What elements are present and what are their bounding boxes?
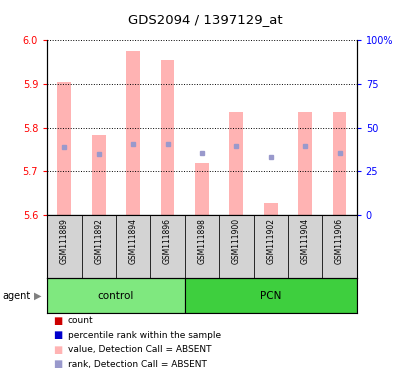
- Text: GSM111902: GSM111902: [265, 218, 274, 264]
- Text: value, Detection Call = ABSENT: value, Detection Call = ABSENT: [67, 345, 211, 354]
- Bar: [332, 112, 346, 215]
- Text: GSM111889: GSM111889: [60, 218, 69, 264]
- Bar: [184, 215, 218, 278]
- Text: GSM111904: GSM111904: [300, 218, 309, 264]
- Bar: [297, 112, 311, 215]
- Bar: [253, 215, 287, 278]
- Bar: [92, 135, 106, 215]
- Text: control: control: [97, 291, 134, 301]
- Bar: [287, 215, 321, 278]
- Text: GSM111900: GSM111900: [231, 218, 240, 264]
- Text: GSM111898: GSM111898: [197, 218, 206, 264]
- Text: ■: ■: [53, 330, 63, 340]
- Text: GSM111894: GSM111894: [128, 218, 137, 264]
- Bar: [81, 215, 116, 278]
- Bar: [47, 215, 81, 278]
- Bar: [116, 215, 150, 278]
- Text: GSM111896: GSM111896: [163, 218, 172, 264]
- Text: GSM111906: GSM111906: [334, 218, 343, 264]
- Bar: [229, 113, 243, 215]
- Bar: [57, 82, 71, 215]
- Bar: [321, 215, 356, 278]
- Text: GSM111892: GSM111892: [94, 218, 103, 264]
- Bar: [126, 51, 140, 215]
- Bar: [184, 278, 356, 313]
- Text: GDS2094 / 1397129_at: GDS2094 / 1397129_at: [127, 13, 282, 26]
- Text: ■: ■: [53, 359, 63, 369]
- Bar: [263, 203, 277, 215]
- Text: ■: ■: [53, 345, 63, 355]
- Text: ■: ■: [53, 316, 63, 326]
- Text: ▶: ▶: [34, 291, 41, 301]
- Text: percentile rank within the sample: percentile rank within the sample: [67, 331, 220, 340]
- Text: agent: agent: [2, 291, 30, 301]
- Bar: [218, 215, 253, 278]
- Text: PCN: PCN: [259, 291, 281, 301]
- Text: rank, Detection Call = ABSENT: rank, Detection Call = ABSENT: [67, 360, 206, 369]
- Bar: [47, 278, 184, 313]
- Bar: [160, 60, 174, 215]
- Bar: [195, 164, 208, 215]
- Text: count: count: [67, 316, 93, 325]
- Bar: [150, 215, 184, 278]
